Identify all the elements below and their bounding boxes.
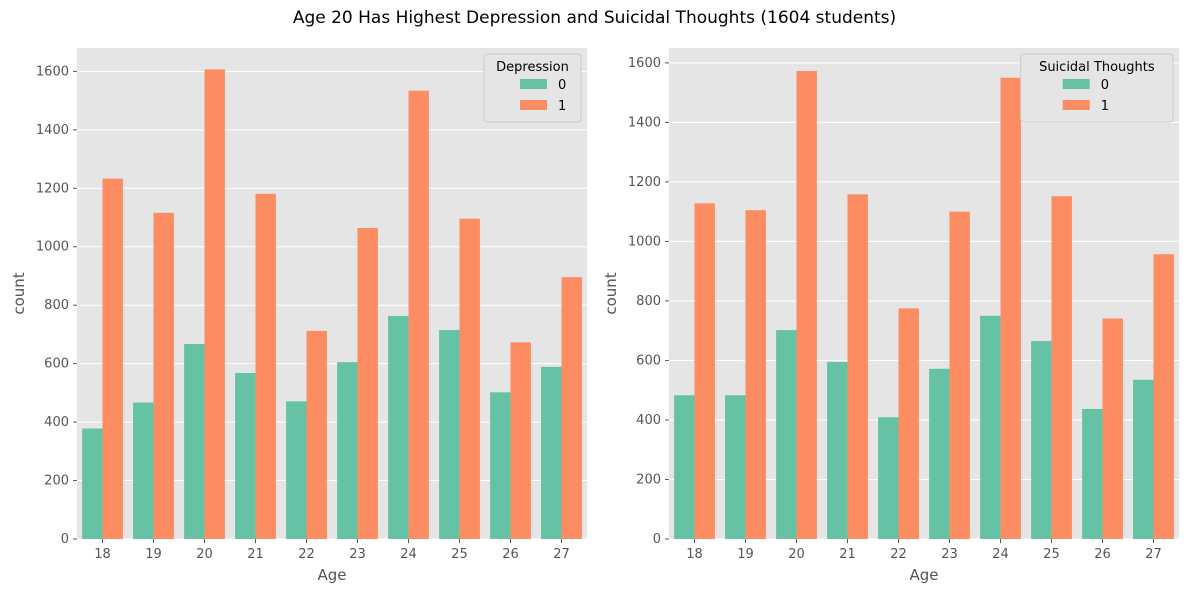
y-tick-label: 1000 (36, 240, 69, 255)
y-tick-label: 1200 (36, 181, 69, 196)
x-tick-label: 20 (788, 547, 805, 562)
legend-swatch-0 (1062, 79, 1090, 89)
x-tick-label: 26 (1094, 547, 1111, 562)
x-tick-label: 25 (1043, 547, 1060, 562)
bar-series-0-age-25 (1031, 341, 1052, 539)
bar-series-0-age-22 (878, 417, 899, 539)
bar-series-1-age-26 (510, 342, 531, 539)
y-tick-label: 1200 (628, 175, 661, 190)
bar-series-0-age-21 (827, 361, 848, 539)
bar-series-1-age-25 (1051, 196, 1072, 539)
y-tick-label: 0 (61, 532, 69, 547)
bar-series-0-age-19 (725, 395, 746, 539)
bar-series-1-age-23 (357, 228, 378, 540)
legend-label-1: 1 (1101, 99, 1109, 114)
bar-series-1-age-22 (306, 330, 327, 539)
legend-label-1: 1 (558, 99, 566, 114)
x-tick-label: 18 (686, 547, 703, 562)
bar-series-1-age-24 (408, 90, 429, 540)
x-tick-label: 25 (451, 547, 468, 562)
y-tick-label: 1400 (628, 115, 661, 130)
bar-series-0-age-27 (541, 366, 562, 539)
y-tick-label: 400 (44, 415, 69, 430)
y-tick-label: 1600 (628, 56, 661, 71)
bar-series-1-age-27 (561, 277, 582, 539)
bar-series-0-age-18 (82, 428, 103, 539)
y-tick-label: 800 (44, 298, 69, 313)
legend-swatch-0 (520, 79, 547, 89)
legend-label-0: 0 (558, 78, 566, 93)
bar-series-1-age-20 (204, 69, 225, 540)
y-tick-label: 200 (44, 474, 69, 489)
x-tick-label: 24 (400, 547, 417, 562)
legend-swatch-1 (520, 100, 547, 110)
legend-label-0: 0 (1101, 78, 1109, 93)
x-tick-label: 19 (145, 547, 162, 562)
y-tick-label: 0 (653, 532, 661, 547)
x-tick-label: 21 (247, 547, 264, 562)
bar-series-1-age-18 (102, 178, 123, 540)
bar-series-0-age-20 (184, 344, 205, 539)
bar-series-0-age-24 (980, 315, 1001, 539)
y-tick-label: 1000 (628, 234, 661, 249)
y-tick-label: 800 (636, 294, 661, 309)
bar-series-1-age-23 (949, 211, 970, 539)
bar-series-1-age-25 (459, 218, 480, 539)
bar-series-0-age-18 (674, 395, 695, 539)
bar-series-0-age-19 (133, 402, 154, 539)
bar-series-0-age-26 (1082, 408, 1103, 539)
bar-series-1-age-27 (1153, 254, 1174, 539)
x-tick-label: 27 (553, 547, 570, 562)
x-axis-label: Age (909, 566, 938, 584)
bar-series-1-age-24 (1000, 77, 1021, 540)
figure-title: Age 20 Has Highest Depression and Suicid… (292, 8, 897, 28)
x-tick-label: 27 (1145, 547, 1162, 562)
legend-title: Suicidal Thoughts (1039, 60, 1155, 75)
y-tick-label: 400 (636, 413, 661, 428)
bar-series-0-age-23 (337, 362, 358, 539)
y-tick-label: 600 (636, 353, 661, 368)
x-tick-label: 19 (737, 547, 754, 562)
bar-series-0-age-23 (929, 368, 950, 539)
x-tick-label: 18 (94, 547, 111, 562)
bar-series-0-age-27 (1133, 379, 1154, 539)
bar-series-1-age-26 (1102, 318, 1123, 539)
x-tick-label: 26 (502, 547, 519, 562)
bar-series-1-age-22 (898, 308, 919, 539)
x-axis-label: Age (317, 566, 346, 584)
y-tick-label: 1600 (36, 64, 69, 79)
x-tick-label: 23 (349, 547, 366, 562)
bar-series-1-age-20 (796, 70, 817, 539)
x-tick-label: 21 (839, 547, 856, 562)
legend-swatch-1 (1062, 100, 1090, 110)
bar-series-1-age-18 (694, 203, 715, 540)
bar-series-1-age-19 (745, 210, 766, 540)
y-tick-label: 200 (636, 472, 661, 487)
bar-series-0-age-21 (235, 372, 256, 539)
legend-title: Depression (496, 60, 569, 75)
bar-series-1-age-21 (255, 193, 276, 539)
y-tick-label: 1400 (36, 123, 69, 138)
y-axis-label: count (602, 272, 620, 314)
bar-series-1-age-19 (153, 212, 174, 540)
y-axis-label: count (10, 272, 28, 314)
bar-series-0-age-20 (776, 330, 797, 539)
legend-box (1020, 53, 1174, 123)
x-tick-label: 23 (941, 547, 958, 562)
bar-series-1-age-21 (847, 194, 868, 539)
bar-series-0-age-26 (490, 392, 511, 539)
bar-series-0-age-24 (388, 316, 409, 539)
x-tick-label: 22 (890, 547, 907, 562)
x-tick-label: 22 (298, 547, 315, 562)
bar-series-0-age-22 (286, 401, 307, 539)
x-tick-label: 24 (992, 547, 1009, 562)
bar-series-0-age-25 (439, 330, 460, 539)
x-tick-label: 20 (196, 547, 213, 562)
y-tick-label: 600 (44, 357, 69, 372)
